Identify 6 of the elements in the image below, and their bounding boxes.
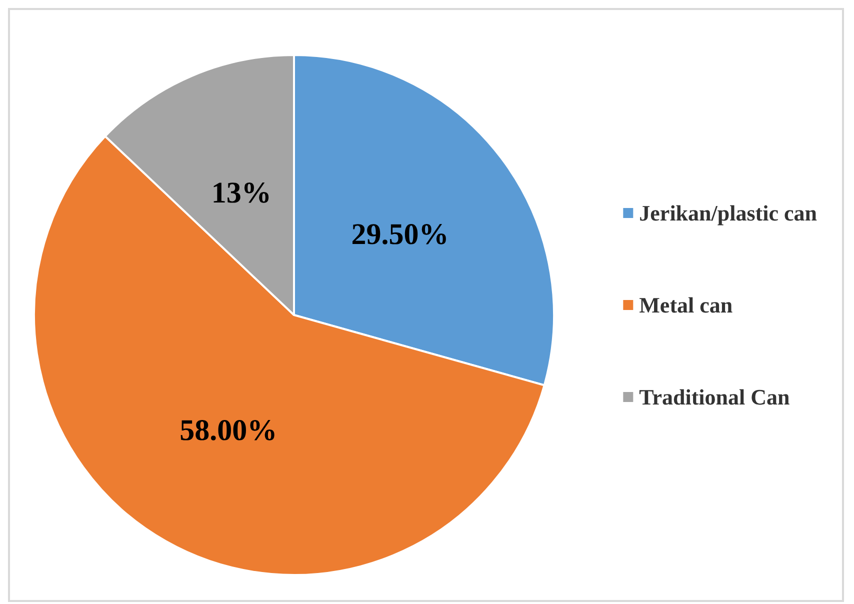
legend-label: Jerikan/plastic can bbox=[639, 200, 818, 226]
data-label: 13% bbox=[211, 176, 272, 210]
data-label: 29.50% bbox=[351, 218, 449, 252]
legend-label: Metal can bbox=[639, 292, 733, 318]
data-label: 58.00% bbox=[180, 414, 278, 448]
legend-label: Traditional Can bbox=[639, 384, 790, 410]
